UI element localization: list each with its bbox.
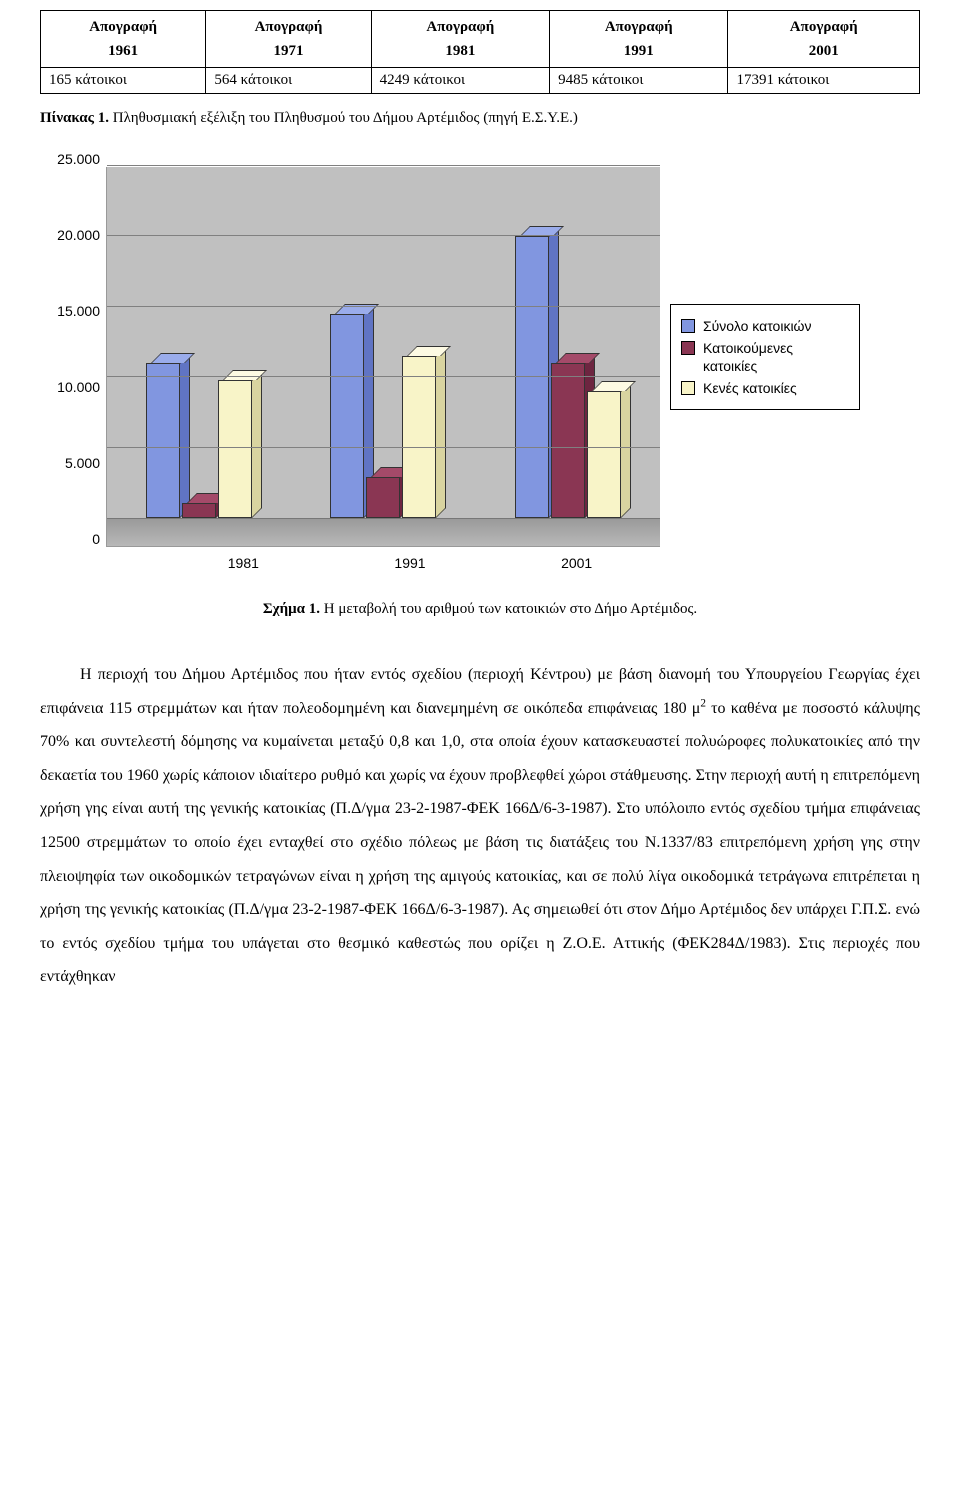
legend-item: Κενές κατοικίες [681, 379, 849, 397]
table-caption: Πίνακας 1. Πληθυσμιακή εξέλιξη του Πληθυ… [40, 110, 920, 127]
table-cell: 165 κάτοικοι [41, 68, 206, 94]
legend-label: Σύνολο κατοικιών [703, 317, 812, 335]
bar [587, 391, 621, 518]
table-header: Απογραφή1991 [550, 11, 728, 68]
x-tick: 1991 [394, 555, 425, 571]
legend-item: Κατοικούμενες κατοικίες [681, 339, 849, 375]
legend-item: Σύνολο κατοικιών [681, 317, 849, 335]
chart-floor [107, 518, 660, 546]
legend-swatch [681, 381, 695, 395]
table-cell: 9485 κάτοικοι [550, 68, 728, 94]
table-header: Απογραφή2001 [728, 11, 920, 68]
table-row: 165 κάτοικοι 564 κάτοικοι 4249 κάτοικοι … [41, 68, 920, 94]
table-cell: 17391 κάτοικοι [728, 68, 920, 94]
bar [551, 363, 585, 518]
bar [330, 314, 364, 518]
bar [146, 363, 180, 518]
legend-label: Κατοικούμενες κατοικίες [703, 339, 849, 375]
bar [218, 380, 252, 518]
chart-legend: Σύνολο κατοικιών Κατοικούμενες κατοικίες… [670, 304, 860, 411]
body-paragraph: Η περιοχή του Δήμου Αρτέμιδος που ήταν ε… [40, 658, 920, 994]
table-cell: 4249 κάτοικοι [371, 68, 549, 94]
legend-swatch [681, 341, 695, 355]
plot-area [106, 167, 660, 547]
x-tick: 2001 [561, 555, 592, 571]
legend-label: Κενές κατοικίες [703, 379, 797, 397]
bar [402, 356, 436, 518]
legend-swatch [681, 319, 695, 333]
table-header: Απογραφή1961 [41, 11, 206, 68]
table-header: Απογραφή1971 [206, 11, 371, 68]
table-cell: 564 κάτοικοι [206, 68, 371, 94]
bar [182, 503, 216, 518]
bar [366, 477, 400, 518]
census-table: Απογραφή1961 Απογραφή1971 Απογραφή1981 Α… [40, 10, 920, 94]
bar [515, 236, 549, 518]
housing-chart: 25.000 20.000 15.000 10.000 5.000 0 Σύνο… [100, 167, 860, 571]
x-tick: 1981 [228, 555, 259, 571]
table-header: Απογραφή1981 [371, 11, 549, 68]
table-header-row: Απογραφή1961 Απογραφή1971 Απογραφή1981 Α… [41, 11, 920, 68]
x-axis: 1981 1991 2001 [160, 547, 660, 571]
chart-caption: Σχήμα 1. Η μεταβολή του αριθμού των κατο… [40, 601, 920, 618]
